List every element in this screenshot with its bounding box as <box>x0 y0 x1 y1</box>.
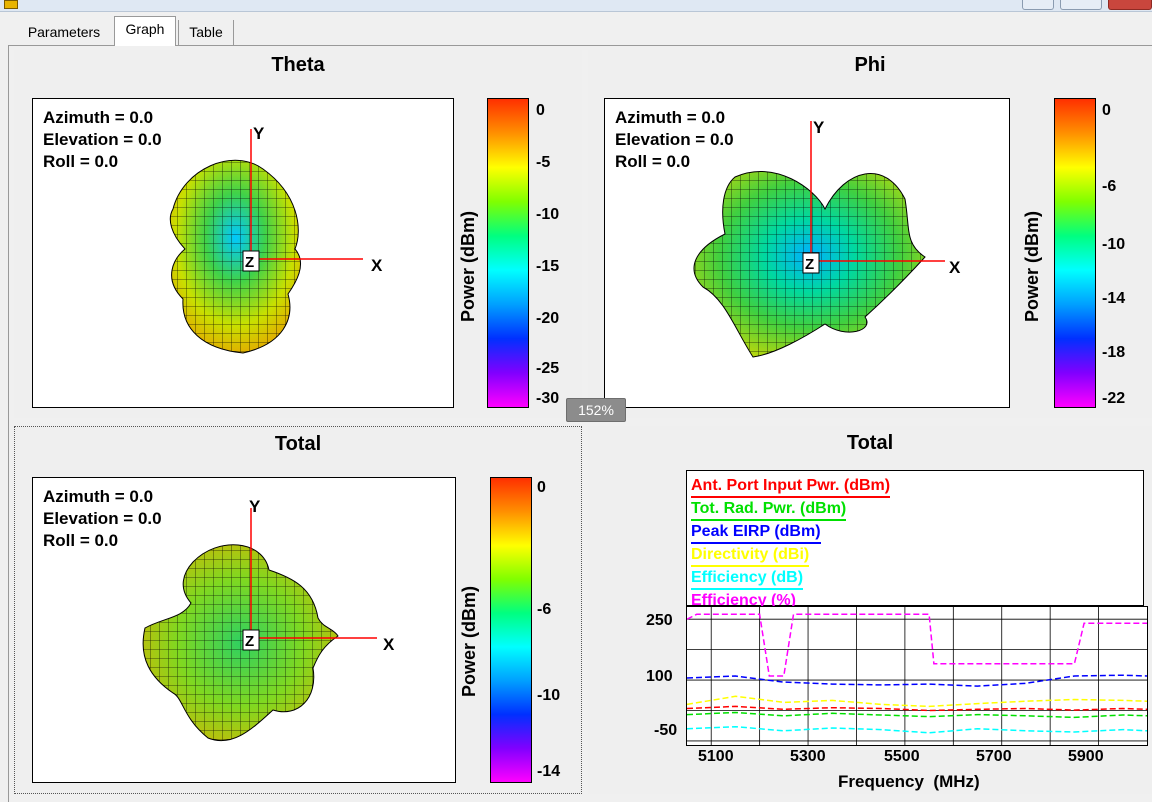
colorbar-tick: -30 <box>536 390 560 407</box>
colorbar-tick: 0 <box>537 479 546 496</box>
orientation-readout: Azimuth = 0.0 Elevation = 0.0 Roll = 0.0 <box>615 107 734 173</box>
elevation-value: Elevation = 0.0 <box>43 130 162 149</box>
legend-item[interactable]: Directivity (dBi) <box>691 546 810 567</box>
tab-divider <box>8 45 1152 46</box>
tab-table[interactable]: Table <box>178 20 234 46</box>
total-3d-panel: Total X Y Z Azimuth = 0.0 <box>14 426 582 794</box>
azimuth-value: Azimuth = 0.0 <box>43 108 154 127</box>
colorbar-tick: -10 <box>536 206 560 223</box>
elevation-value: Elevation = 0.0 <box>615 130 734 149</box>
panel-title: Phi <box>854 54 886 76</box>
colorbar-tick: -10 <box>537 687 561 704</box>
series-line <box>687 695 1147 708</box>
pattern-3d-plot[interactable]: X Y Z Azimuth = 0.0 Elevation = 0.0 Roll… <box>604 98 1010 408</box>
colorbar-tick: -10 <box>1102 236 1126 253</box>
y-axis-label: Y <box>253 124 265 143</box>
window-titlebar <box>0 0 1152 12</box>
series-line <box>687 705 1147 712</box>
legend-item[interactable]: Tot. Rad. Pwr. (dBm) <box>691 500 847 521</box>
tab-bar: Parameters Graph Table <box>0 12 1152 46</box>
legend-item[interactable]: Efficiency (dB) <box>691 569 804 590</box>
pattern-3d-svg: X Y Z <box>169 124 383 354</box>
panel-title: Total <box>274 433 322 455</box>
y-tick-label: -50 <box>654 722 678 739</box>
legend-item[interactable]: Peak EIRP (dBm) <box>691 523 821 544</box>
zoom-level-tooltip: 152% <box>566 398 626 422</box>
x-axis-label: X <box>371 256 383 275</box>
z-axis-label: Z <box>245 633 254 650</box>
panel-title: Total <box>846 432 894 454</box>
x-axis-label: X <box>383 635 395 654</box>
phi-panel: Phi X Y Z Azimuth <box>588 50 1152 418</box>
colorbar-tick: -14 <box>537 763 561 780</box>
x-tick-label: 5100 <box>698 748 734 765</box>
y-axis-label: Y <box>813 118 825 137</box>
power-colorbar <box>487 98 529 408</box>
pattern-3d-plot[interactable]: X Y Z Azimuth = 0.0 Elevation = 0.0 Roll… <box>32 98 454 408</box>
z-axis-label: Z <box>245 254 254 271</box>
pattern-3d-svg: X Y Z <box>142 497 395 742</box>
legend-item[interactable]: Ant. Port Input Pwr. (dBm) <box>691 477 891 498</box>
frequency-line-chart[interactable] <box>686 606 1148 746</box>
azimuth-value: Azimuth = 0.0 <box>615 108 726 127</box>
minimize-button[interactable] <box>1022 0 1054 10</box>
x-axis-label: X <box>949 258 961 277</box>
close-button[interactable] <box>1108 0 1152 10</box>
power-colorbar <box>490 477 532 783</box>
maximize-button[interactable] <box>1060 0 1102 10</box>
colorbar-label: Power (dBm) <box>458 210 478 322</box>
tab-graph[interactable]: Graph <box>114 16 176 46</box>
app-icon <box>4 0 18 9</box>
legend-item[interactable]: Efficiency (%) <box>691 592 796 606</box>
x-tick-label: 5700 <box>976 748 1012 765</box>
colorbar-tick: -15 <box>536 258 560 275</box>
y-axis-label: Y <box>249 497 261 516</box>
theta-panel: Theta X Y Z Azimut <box>14 50 582 418</box>
orientation-readout: Azimuth = 0.0 Elevation = 0.0 Roll = 0.0 <box>43 107 162 173</box>
colorbar-tick: -20 <box>536 310 560 327</box>
y-tick-label: 100 <box>646 668 673 685</box>
power-colorbar <box>1054 98 1096 408</box>
colorbar-tick: -6 <box>537 601 552 618</box>
colorbar-label: Power (dBm) <box>1022 210 1042 322</box>
colorbar-label: Power (dBm) <box>459 585 479 697</box>
roll-value: Roll = 0.0 <box>43 531 119 550</box>
x-tick-label: 5300 <box>790 748 826 765</box>
tab-parameters[interactable]: Parameters <box>27 24 101 40</box>
x-tick-label: 5500 <box>884 748 920 765</box>
pattern-3d-svg: X Y Z <box>693 118 961 358</box>
colorbar-tick: -25 <box>536 360 560 377</box>
x-tick-label: 5900 <box>1068 748 1104 765</box>
series-line <box>687 711 1147 719</box>
roll-value: Roll = 0.0 <box>43 152 119 171</box>
series-legend: Ant. Port Input Pwr. (dBm) Tot. Rad. Pwr… <box>686 470 1144 606</box>
orientation-readout: Azimuth = 0.0 Elevation = 0.0 Roll = 0.0 <box>43 486 162 552</box>
series-line <box>687 674 1147 687</box>
elevation-value: Elevation = 0.0 <box>43 509 162 528</box>
y-tick-label: 250 <box>646 612 673 629</box>
colorbar-tick: -5 <box>536 154 551 171</box>
series-line <box>687 725 1147 734</box>
colorbar-tick: -6 <box>1102 178 1117 195</box>
azimuth-value: Azimuth = 0.0 <box>43 487 154 506</box>
colorbar-tick: -14 <box>1102 290 1126 307</box>
series-line <box>687 613 1147 677</box>
colorbar-tick: 0 <box>1102 102 1111 119</box>
x-axis-title: Frequency (MHz) <box>838 772 980 791</box>
panel-title: Theta <box>271 54 325 76</box>
pattern-3d-plot[interactable]: X Y Z Azimuth = 0.0 Elevation = 0.0 Roll… <box>32 477 456 783</box>
z-axis-label: Z <box>805 256 814 273</box>
graph-content <box>8 45 1152 802</box>
colorbar-tick: -22 <box>1102 390 1126 407</box>
roll-value: Roll = 0.0 <box>615 152 691 171</box>
colorbar-tick: 0 <box>536 102 545 119</box>
colorbar-tick: -18 <box>1102 344 1126 361</box>
